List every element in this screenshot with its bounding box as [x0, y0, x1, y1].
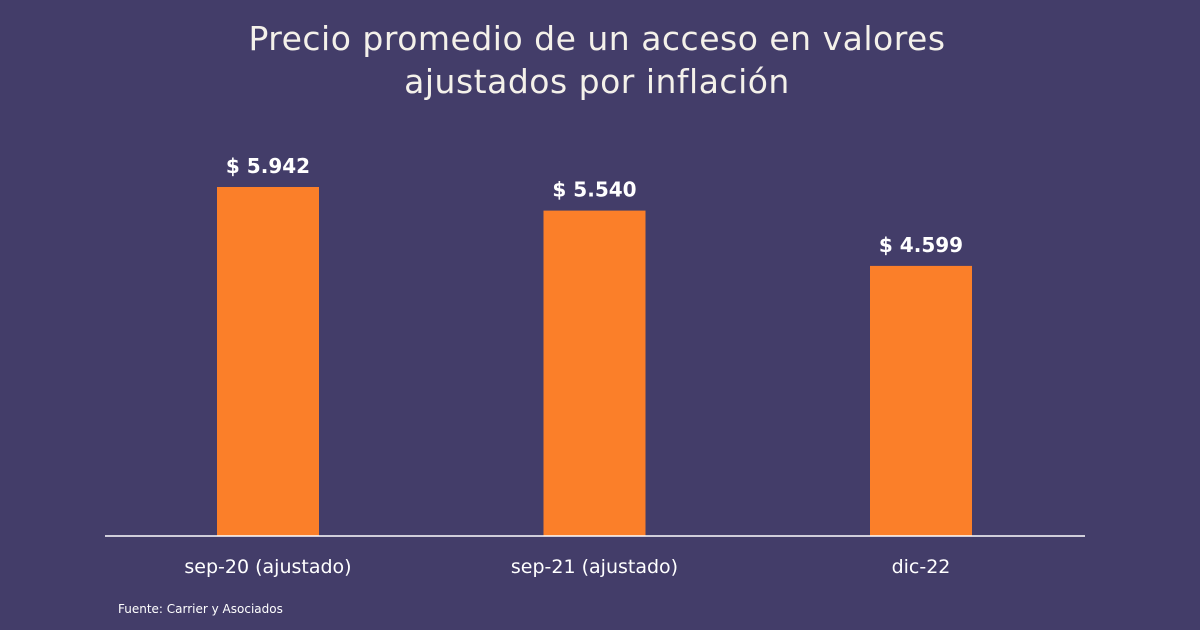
- data-label-1: $ 5.942: [226, 154, 310, 178]
- chart-title-line-1: Precio promedio de un acceso en valores: [248, 19, 945, 58]
- category-label-2: sep-21 (ajustado): [511, 556, 678, 578]
- bar-2: [543, 210, 646, 536]
- category-label-3: dic-22: [892, 556, 951, 578]
- category-label-1: sep-20 (ajustado): [184, 556, 351, 578]
- data-label-3: $ 4.599: [879, 233, 963, 257]
- bars-group: $ 5.942 sep-20 (ajustado) $ 5.540 sep-21 (a…: [184, 154, 972, 578]
- bar-1: [217, 187, 319, 536]
- data-label-2: $ 5.540: [552, 178, 636, 202]
- chart-title-line-2: ajustados por inflación: [404, 62, 790, 101]
- source-note: Fuente: Carrier y Asociados: [118, 602, 283, 616]
- bar-3: [870, 265, 972, 536]
